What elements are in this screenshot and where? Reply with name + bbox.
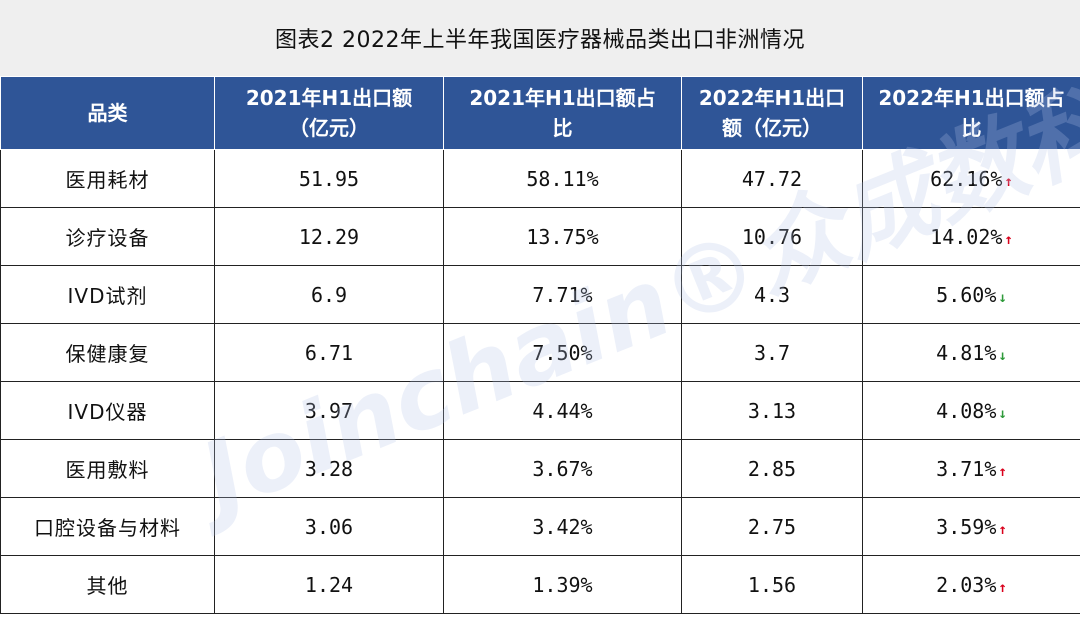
export-table: 品类 2021年H1出口额 （亿元） 2021年H1出口额占比 2022年H1出口… <box>0 76 1080 614</box>
table-row: IVD仪器 3.97 4.44% 3.13 4.08% ↓ <box>0 381 1080 440</box>
cell-2021-share: 4.44% <box>443 381 682 440</box>
header-2021-value: 2021年H1出口额 （亿元） <box>214 76 444 150</box>
header-row: 品类 2021年H1出口额 （亿元） 2021年H1出口额占比 2022年H1出口… <box>0 76 1080 150</box>
table-row: 其他 1.24 1.39% 1.56 2.03% ↑ <box>0 555 1080 614</box>
header-2022-value: 2022年H1出口 额（亿元） <box>681 76 863 150</box>
cell-category: 口腔设备与材料 <box>0 497 215 556</box>
cell-2021-share: 3.67% <box>443 439 682 498</box>
arrow-up-icon: ↑ <box>1004 173 1013 190</box>
cell-category: 诊疗设备 <box>0 207 215 266</box>
cell-2021-share: 7.71% <box>443 265 682 324</box>
cell-category: 医用耗材 <box>0 149 215 208</box>
table-row: 口腔设备与材料 3.06 3.42% 2.75 3.59% ↑ <box>0 497 1080 556</box>
table-title: 图表2 2022年上半年我国医疗器械品类出口非洲情况 <box>0 0 1080 76</box>
table-row: 保健康复 6.71 7.50% 3.7 4.81% ↓ <box>0 323 1080 382</box>
arrow-down-icon: ↓ <box>998 347 1007 364</box>
cell-category: IVD仪器 <box>0 381 215 440</box>
arrow-down-icon: ↓ <box>998 289 1007 306</box>
cell-2021-value: 6.71 <box>214 323 444 382</box>
cell-2022-value: 2.85 <box>681 439 863 498</box>
share-value: 4.08% <box>936 398 997 423</box>
cell-2021-value: 3.06 <box>214 497 444 556</box>
share-value: 5.60% <box>936 282 997 307</box>
arrow-up-icon: ↑ <box>998 463 1007 480</box>
cell-2021-share: 3.42% <box>443 497 682 556</box>
cell-2021-value: 6.9 <box>214 265 444 324</box>
cell-2022-share: 62.16% ↑ <box>862 149 1080 208</box>
arrow-up-icon: ↑ <box>998 579 1007 596</box>
cell-category: 其他 <box>0 555 215 614</box>
table-row: 诊疗设备 12.29 13.75% 10.76 14.02% ↑ <box>0 207 1080 266</box>
share-value: 62.16% <box>930 166 1003 191</box>
table-row: 医用敷料 3.28 3.67% 2.85 3.71% ↑ <box>0 439 1080 498</box>
arrow-down-icon: ↓ <box>998 405 1007 422</box>
header-2021-share: 2021年H1出口额占比 <box>443 76 682 150</box>
cell-2021-share: 7.50% <box>443 323 682 382</box>
cell-2022-share: 4.08% ↓ <box>862 381 1080 440</box>
table-row: IVD试剂 6.9 7.71% 4.3 5.60% ↓ <box>0 265 1080 324</box>
share-value: 4.81% <box>936 340 997 365</box>
cell-2022-value: 3.13 <box>681 381 863 440</box>
cell-2022-share: 4.81% ↓ <box>862 323 1080 382</box>
cell-2022-share: 14.02% ↑ <box>862 207 1080 266</box>
cell-category: 保健康复 <box>0 323 215 382</box>
share-value: 3.59% <box>936 514 997 539</box>
table-row: 医用耗材 51.95 58.11% 47.72 62.16% ↑ <box>0 149 1080 208</box>
cell-2022-value: 47.72 <box>681 149 863 208</box>
header-category: 品类 <box>0 76 215 150</box>
cell-2022-value: 10.76 <box>681 207 863 266</box>
header-2022-share: 2022年H1出口额占比 <box>862 76 1080 150</box>
cell-2021-value: 3.97 <box>214 381 444 440</box>
cell-2021-value: 12.29 <box>214 207 444 266</box>
cell-2022-share: 3.71% ↑ <box>862 439 1080 498</box>
arrow-up-icon: ↑ <box>998 521 1007 538</box>
share-value: 2.03% <box>936 572 997 597</box>
share-value: 3.71% <box>936 456 997 481</box>
cell-category: 医用敷料 <box>0 439 215 498</box>
cell-2022-share: 2.03% ↑ <box>862 555 1080 614</box>
cell-2022-share: 5.60% ↓ <box>862 265 1080 324</box>
cell-2021-share: 1.39% <box>443 555 682 614</box>
cell-2021-value: 51.95 <box>214 149 444 208</box>
cell-2021-value: 1.24 <box>214 555 444 614</box>
cell-2022-value: 1.56 <box>681 555 863 614</box>
share-value: 14.02% <box>930 224 1003 249</box>
cell-2021-share: 58.11% <box>443 149 682 208</box>
cell-2022-share: 3.59% ↑ <box>862 497 1080 556</box>
cell-2021-value: 3.28 <box>214 439 444 498</box>
arrow-up-icon: ↑ <box>1004 231 1013 248</box>
cell-2022-value: 4.3 <box>681 265 863 324</box>
cell-2022-value: 2.75 <box>681 497 863 556</box>
cell-2021-share: 13.75% <box>443 207 682 266</box>
cell-2022-value: 3.7 <box>681 323 863 382</box>
cell-category: IVD试剂 <box>0 265 215 324</box>
